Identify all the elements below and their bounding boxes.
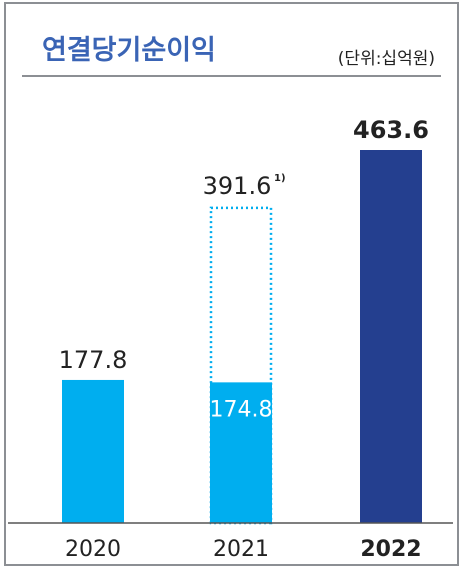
value-label-2020: 177.8 xyxy=(59,346,128,374)
title-divider xyxy=(22,75,441,77)
x-tick-label-2022: 2022 xyxy=(360,537,421,562)
reference-value-label: 391.6 xyxy=(203,172,272,200)
footnote-marker: 1) xyxy=(274,173,286,184)
unit-label: (단위:십억원) xyxy=(337,49,435,69)
bar-2022 xyxy=(360,150,422,523)
x-tick-label-2021: 2021 xyxy=(213,537,269,562)
value-label-2021: 174.8 xyxy=(210,397,273,422)
bar-2020 xyxy=(62,379,124,523)
value-label-2022: 463.6 xyxy=(353,116,429,144)
x-tick-label-2020: 2020 xyxy=(65,537,121,562)
bar-2021 xyxy=(210,382,272,523)
chart-title: 연결당기순이익 xyxy=(42,35,216,66)
